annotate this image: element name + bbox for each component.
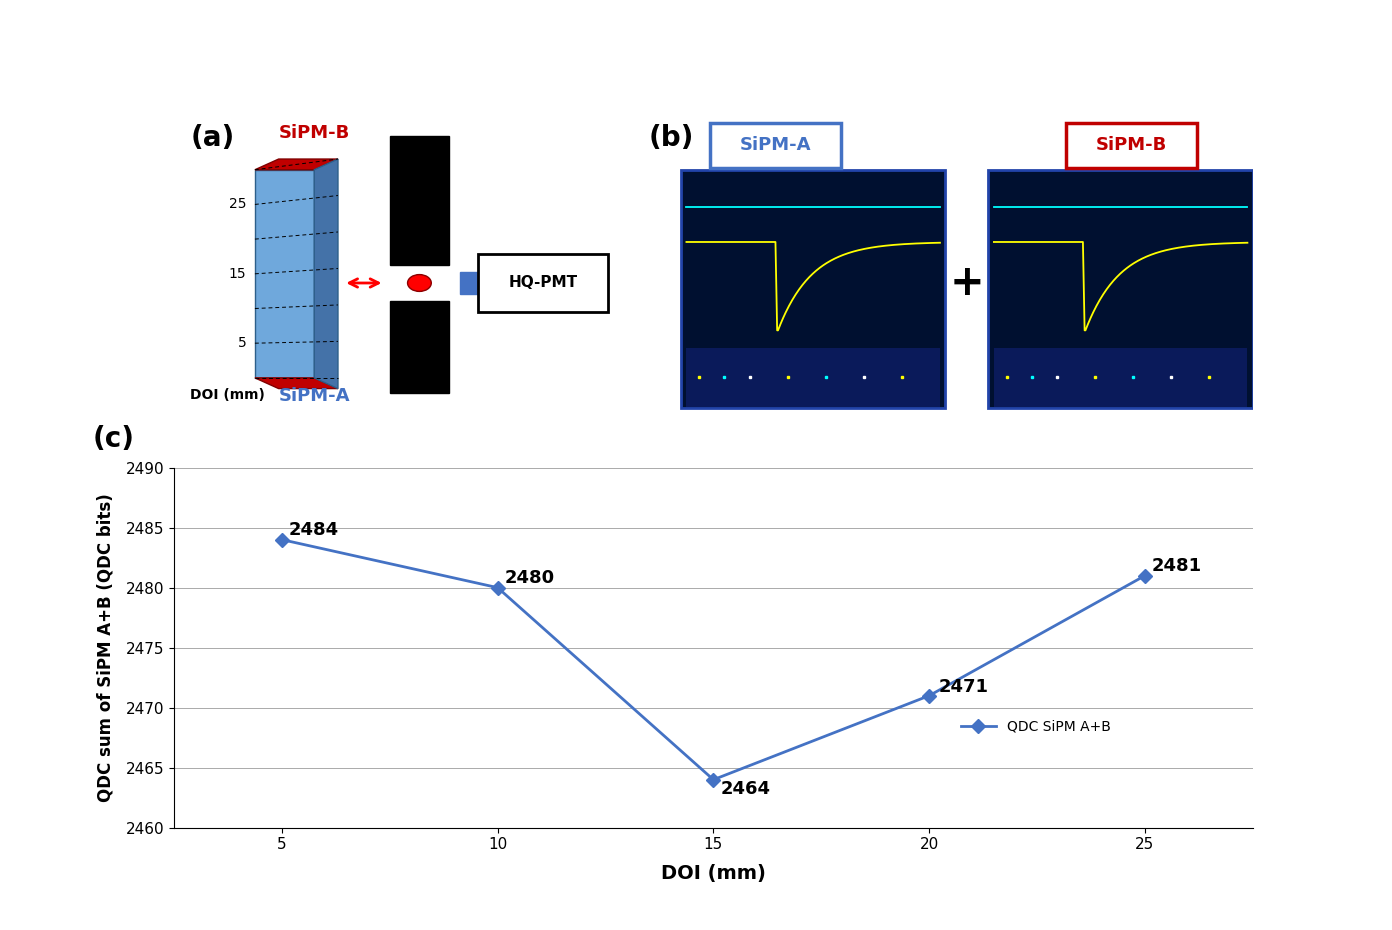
Bar: [994, 348, 1247, 407]
Y-axis label: QDC sum of SiPM A+B (QDC bits): QDC sum of SiPM A+B (QDC bits): [96, 493, 114, 802]
Text: SiPM-B: SiPM-B: [278, 124, 349, 142]
Text: 2480: 2480: [504, 569, 554, 588]
Text: SiPM-B: SiPM-B: [1096, 137, 1166, 154]
QDC SiPM A+B: [490, 582, 507, 593]
Legend: QDC SiPM A+B: QDC SiPM A+B: [955, 714, 1116, 739]
Text: 15: 15: [228, 267, 246, 281]
Bar: [459, 272, 483, 294]
FancyBboxPatch shape: [681, 170, 945, 408]
Bar: [686, 348, 940, 407]
Text: (a): (a): [191, 124, 234, 152]
Polygon shape: [255, 378, 338, 389]
FancyBboxPatch shape: [988, 170, 1253, 408]
Text: 2464: 2464: [720, 779, 770, 798]
Text: 2481: 2481: [1151, 557, 1201, 576]
QDC SiPM A+B: [922, 690, 938, 701]
Text: HQ-PMT: HQ-PMT: [508, 275, 578, 290]
Bar: [390, 136, 450, 265]
QDC SiPM A+B: [273, 534, 290, 545]
FancyBboxPatch shape: [1066, 123, 1197, 167]
QDC SiPM A+B: [1136, 570, 1153, 581]
Line: QDC SiPM A+B: QDC SiPM A+B: [277, 535, 1150, 785]
Text: (c): (c): [93, 425, 135, 453]
FancyBboxPatch shape: [479, 254, 608, 312]
Text: 2484: 2484: [288, 522, 338, 539]
Text: SiPM-A: SiPM-A: [278, 388, 349, 405]
QDC SiPM A+B: [704, 774, 721, 785]
Text: (b): (b): [649, 124, 695, 152]
Text: +: +: [949, 262, 984, 304]
Bar: [390, 301, 450, 393]
FancyBboxPatch shape: [710, 123, 841, 167]
Polygon shape: [255, 170, 315, 378]
Polygon shape: [255, 159, 338, 170]
Text: 2471: 2471: [938, 678, 988, 696]
Text: SiPM-A: SiPM-A: [739, 137, 812, 154]
Ellipse shape: [408, 274, 432, 291]
Text: 25: 25: [228, 197, 246, 211]
X-axis label: DOI (mm): DOI (mm): [661, 864, 766, 883]
Text: 5: 5: [238, 336, 246, 351]
Polygon shape: [315, 159, 338, 389]
Text: DOI (mm): DOI (mm): [191, 389, 264, 403]
